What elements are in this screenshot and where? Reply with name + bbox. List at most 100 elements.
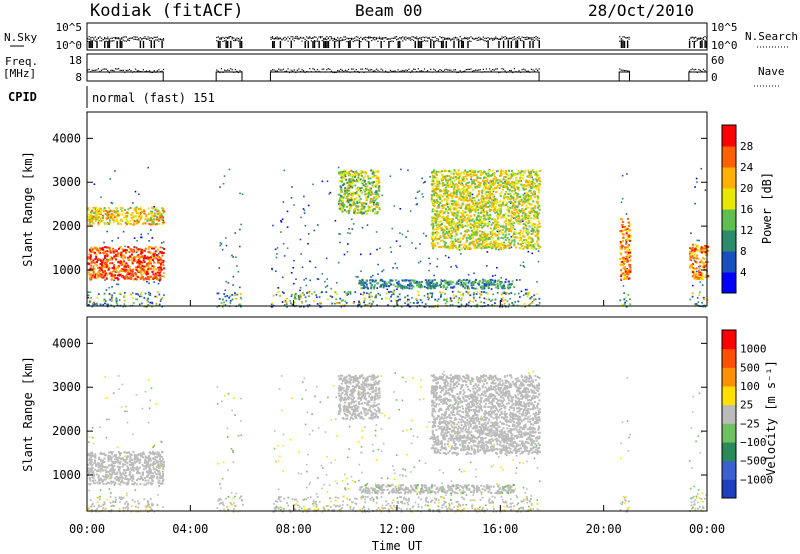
power-ground-point [338, 301, 341, 304]
power-feature-point [339, 203, 342, 206]
power-feature-point [437, 185, 440, 188]
search-noise-point [453, 37, 455, 39]
power-feature-point [131, 260, 134, 263]
power-echo-point [482, 278, 484, 281]
power-feature-point [445, 200, 448, 203]
power-ground-point [512, 303, 515, 306]
noise-bar [516, 41, 519, 48]
power-feature-point [89, 213, 92, 216]
power-feature-point [516, 206, 519, 209]
power-feature-point [362, 184, 365, 187]
power-feature-point [521, 212, 524, 215]
power-feature-point [105, 263, 108, 266]
noise-point [271, 37, 274, 39]
search-noise-point [159, 38, 162, 41]
power-feature-point [528, 172, 531, 175]
power-echo-point [95, 257, 98, 260]
power-feature-point [510, 217, 513, 220]
power-echo-point [281, 276, 284, 279]
power-feature-point [473, 230, 476, 233]
power-feature-point [517, 169, 520, 172]
power-feature-point [430, 223, 433, 226]
power-feature-point [365, 202, 368, 205]
power-echo-point [109, 178, 112, 180]
power-echo-point [450, 266, 452, 268]
power-feature-point [502, 226, 505, 229]
power-feature-point [346, 187, 349, 190]
noise-bar [445, 41, 447, 48]
power-feature-point [122, 255, 125, 258]
power-ground-point [315, 294, 318, 297]
power-feature-point [536, 185, 539, 188]
power-echo-point [138, 193, 140, 196]
nave-point [377, 69, 379, 71]
noise-point [287, 40, 289, 42]
power-feature-point [347, 201, 350, 204]
power-echo-point [286, 210, 289, 213]
power-feature-point [439, 189, 442, 192]
power-ground-point [335, 298, 338, 301]
power-feature-point [477, 212, 480, 215]
power-echo-point [391, 227, 394, 230]
power-feature-point [113, 250, 116, 253]
power-feature-point [114, 274, 117, 277]
power-echo-point [451, 290, 454, 293]
search-noise-point [377, 37, 379, 39]
power-feature-point [97, 221, 100, 224]
power-feature-point [456, 185, 459, 188]
power-echo-point [299, 287, 302, 289]
power-feature-point [443, 198, 446, 201]
power-feature-point [491, 179, 494, 182]
power-feature-point [355, 171, 358, 174]
power-echo-point [390, 294, 393, 296]
power-feature-point [524, 169, 527, 172]
power-feature-point [110, 277, 113, 280]
power-echo-point [239, 228, 241, 231]
noise-bar [338, 41, 341, 48]
power-feature-point [368, 182, 371, 185]
power-echo-point [104, 302, 106, 305]
power-feature-point [498, 207, 501, 210]
power-feature-point [157, 266, 160, 269]
nave-point [225, 69, 227, 72]
power-feature-point [139, 277, 142, 280]
power-echo-point [526, 288, 528, 291]
power-echo-point [293, 259, 295, 262]
power-feature-point [140, 269, 143, 272]
power-echo-point [318, 296, 321, 298]
power-echo-point [490, 288, 493, 290]
power-feature-point [498, 232, 501, 235]
power-echo-point [305, 277, 307, 280]
power-feature-point [161, 223, 164, 226]
power-feature-point [460, 192, 463, 195]
freq-trace [618, 71, 630, 81]
power-feature-point [462, 217, 465, 220]
power-echo-point [455, 264, 457, 267]
power-feature-point [514, 172, 517, 175]
power-ground-point [140, 295, 143, 298]
power-feature-point [492, 203, 495, 206]
power-ground-point [525, 293, 528, 296]
search-noise-point [409, 37, 412, 39]
power-ground-point [520, 305, 523, 308]
power-feature-point [472, 232, 475, 235]
power-feature-point [132, 256, 135, 259]
power-feature-point [456, 227, 459, 230]
power-feature-point [343, 169, 346, 172]
power-feature-point [345, 200, 348, 203]
power-echo-point [447, 256, 450, 259]
power-feature-point [99, 220, 102, 223]
power-feature-point [492, 181, 495, 184]
noise-point [313, 40, 316, 42]
power-feature-point [90, 276, 93, 279]
noise-point [521, 40, 523, 42]
power-feature-point [113, 264, 116, 267]
power-feature-point [118, 213, 121, 216]
power-feature-point [464, 199, 467, 202]
power-feature-point [497, 208, 500, 211]
power-feature-point [93, 276, 96, 279]
power-feature-point [536, 240, 539, 243]
power-feature-point [442, 207, 445, 210]
power-echo-point [521, 218, 524, 220]
